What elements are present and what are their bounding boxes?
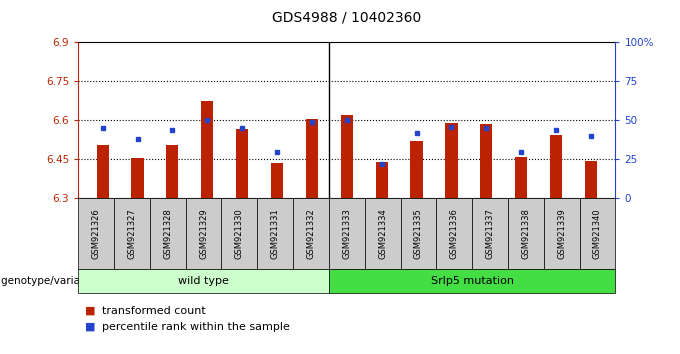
Text: GSM921332: GSM921332 [307, 208, 316, 259]
Bar [480, 124, 492, 198]
Text: GSM921327: GSM921327 [127, 208, 137, 259]
Text: wild type: wild type [178, 276, 229, 286]
Text: GSM921328: GSM921328 [163, 208, 172, 259]
Text: GSM921334: GSM921334 [378, 208, 387, 259]
Text: GSM921340: GSM921340 [593, 208, 602, 259]
Bar [550, 135, 562, 198]
Bar [271, 163, 283, 198]
Bar [131, 158, 143, 198]
Text: GSM921330: GSM921330 [235, 208, 244, 259]
Text: ■: ■ [85, 306, 95, 316]
Bar [341, 115, 353, 198]
Text: GSM921333: GSM921333 [342, 208, 352, 259]
Bar [375, 162, 388, 198]
Text: transformed count: transformed count [102, 306, 206, 316]
Text: GSM921331: GSM921331 [271, 208, 279, 259]
Text: GSM921335: GSM921335 [414, 208, 423, 259]
Text: GSM921336: GSM921336 [449, 208, 459, 259]
Text: GSM921338: GSM921338 [522, 208, 530, 259]
Bar [445, 123, 458, 198]
Text: GSM921339: GSM921339 [557, 208, 566, 259]
Text: GDS4988 / 10402360: GDS4988 / 10402360 [272, 11, 422, 25]
Bar [201, 101, 214, 198]
Text: Srlp5 mutation: Srlp5 mutation [430, 276, 513, 286]
Bar [167, 145, 178, 198]
Text: GSM921326: GSM921326 [92, 208, 101, 259]
Text: GSM921337: GSM921337 [486, 208, 494, 259]
Bar [306, 119, 318, 198]
Bar [97, 145, 109, 198]
Text: GSM921329: GSM921329 [199, 208, 208, 259]
Text: genotype/variation ▶: genotype/variation ▶ [1, 276, 111, 286]
Text: ■: ■ [85, 322, 95, 332]
Bar [585, 161, 597, 198]
Bar [515, 157, 527, 198]
Bar [236, 130, 248, 198]
Bar [411, 141, 423, 198]
Text: percentile rank within the sample: percentile rank within the sample [102, 322, 290, 332]
